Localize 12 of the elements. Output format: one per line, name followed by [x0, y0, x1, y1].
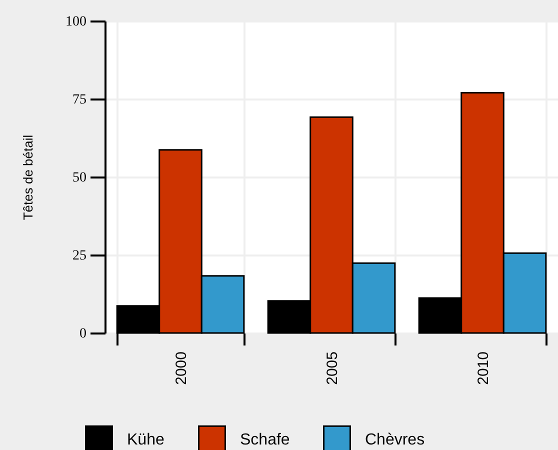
y-axis-title: Têtes de bétail — [20, 134, 36, 220]
x-tick-label: 2000 — [173, 352, 190, 385]
legend-label: Schafe — [240, 431, 290, 448]
y-tick-label: 25 — [72, 248, 86, 264]
y-tick-label: 50 — [72, 170, 86, 186]
x-tick-label: 2005 — [324, 352, 341, 385]
y-tick-label: 0 — [80, 326, 86, 342]
y-tick-label: 100 — [66, 14, 86, 30]
x-tick-label: 2010 — [475, 352, 492, 385]
legend-label: Kühe — [127, 431, 164, 448]
legend-label: Chèvres — [365, 431, 425, 448]
y-tick-label: 75 — [72, 92, 86, 108]
